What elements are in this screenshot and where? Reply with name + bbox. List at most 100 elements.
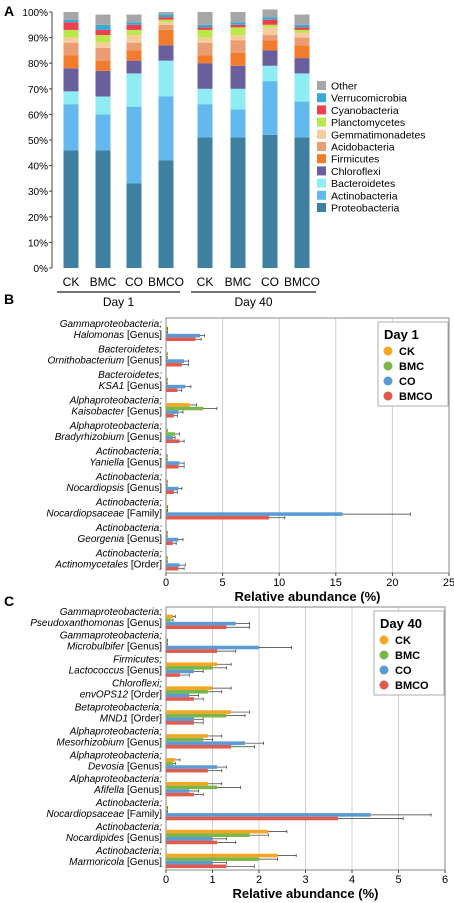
- category-label-line1: Actinobacteria;: [95, 446, 162, 457]
- category-label-line1: Actinobacteria;: [95, 472, 162, 483]
- panel-label-c: C: [4, 593, 14, 609]
- category-rank: [Family]: [124, 809, 162, 820]
- x-tick-label: 3: [302, 874, 308, 886]
- stacked-bar-segment: [294, 32, 310, 38]
- category-rank: [Order]: [128, 559, 162, 570]
- legend-swatch: [317, 105, 326, 115]
- category-label-line2: Devosia [Genus]: [88, 761, 162, 772]
- bar-bmc: [166, 381, 167, 385]
- legend-title: Day 1: [384, 327, 419, 342]
- stacked-bar-segment: [63, 19, 79, 23]
- category-rank: [Genus]: [124, 355, 162, 366]
- category-label-line2: MND1 [Order]: [100, 713, 162, 724]
- bar-ck: [166, 638, 167, 643]
- stacked-bar-segment: [197, 88, 213, 105]
- x-tick-label: CO: [261, 275, 279, 289]
- category-label-line1: Actinobacteria;: [95, 548, 162, 559]
- bar-co: [166, 645, 259, 650]
- bar-co: [166, 741, 246, 745]
- category-label-line1: Alphaproteobacteria;: [69, 421, 163, 432]
- category-label-line2: Halomonas [Genus]: [74, 330, 163, 341]
- category-label-line1: Gammaproteobacteria;: [60, 607, 162, 618]
- stacked-bar-segment: [262, 81, 278, 135]
- x-tick-label: 0: [163, 874, 169, 886]
- bar-ck: [166, 454, 167, 458]
- category-label-line2: Bradyrhizobium [Genus]: [55, 432, 163, 443]
- stacked-bar-segment: [158, 24, 174, 30]
- category-taxon: Halomonas: [74, 330, 125, 341]
- stacked-bar-segment: [63, 104, 79, 151]
- category-label-line1: Actinobacteria;: [95, 798, 162, 809]
- bar-co: [166, 693, 190, 698]
- bar-ck: [166, 479, 167, 484]
- stacked-bar-segment: [158, 12, 174, 15]
- legend-swatch: [317, 117, 326, 127]
- plot-frame: [165, 317, 450, 574]
- legend-label: CO: [399, 376, 416, 388]
- bar-bmc: [166, 534, 167, 538]
- y-tick-label: 30%: [28, 187, 48, 198]
- category-rank: [Genus]: [124, 534, 162, 545]
- bar-ck: [166, 805, 167, 810]
- bar-bmco: [166, 566, 179, 571]
- bar-bmc: [166, 508, 168, 513]
- legend-marker: [379, 680, 389, 690]
- bar-bmco: [166, 439, 180, 444]
- category-label-line1: Alphaproteobacteria;: [69, 395, 163, 406]
- stacked-bar-segment: [262, 24, 278, 28]
- stacked-bar-segment: [63, 55, 79, 69]
- category-taxon: Nocardiopsaceae: [46, 508, 124, 519]
- stacked-bar-segment: [63, 150, 79, 268]
- stacked-bar-segment: [262, 65, 278, 82]
- bar-ck: [166, 352, 167, 356]
- stacked-bar-segment: [158, 19, 174, 23]
- stacked-bar-segment: [95, 150, 111, 268]
- stacked-bar-segment: [63, 91, 79, 105]
- bar-bmco: [166, 721, 194, 725]
- bar-ck: [166, 377, 167, 382]
- category-taxon: Yaniella: [89, 457, 124, 468]
- y-tick-label: 90%: [28, 34, 48, 45]
- category-rank: [Genus]: [124, 432, 162, 443]
- stacked-bar-segment: [126, 60, 142, 74]
- stacked-bar-segment: [230, 109, 246, 138]
- stacked-bar-segment: [294, 73, 310, 102]
- legend-marker: [383, 361, 393, 371]
- category-label-line1: Actinobacteria;: [95, 523, 162, 534]
- stacked-bar-segment: [197, 55, 213, 64]
- category-label-line2: Ornithobacterium [Genus]: [47, 355, 162, 366]
- category-label-line1: Betaproteobacteria;: [75, 702, 163, 713]
- legend-swatch: [317, 190, 326, 200]
- bar-bmco: [166, 840, 218, 845]
- category-label-line2: Nocardiopsaceae [Family]: [46, 508, 162, 519]
- legend-label: Cyanobacteria: [331, 105, 399, 117]
- bar-bmco: [166, 515, 270, 520]
- category-taxon: KSA1: [99, 381, 125, 392]
- bar-ck: [166, 403, 190, 407]
- legend-title: Day 40: [380, 616, 422, 631]
- bar-co: [166, 837, 213, 841]
- stacked-bar-segment: [126, 35, 142, 43]
- category-taxon: Afifella: [93, 785, 124, 796]
- category-rank: [Genus]: [124, 406, 162, 417]
- category-taxon: Nocardiopsaceae: [46, 809, 124, 820]
- category-label-line1: Gammaproteobacteria;: [60, 631, 162, 642]
- category-label-line1: Bacteroidetes;: [98, 370, 162, 381]
- category-label-line2: Marmoricola [Genus]: [69, 857, 162, 868]
- bar-co: [166, 813, 371, 817]
- legend-label: Firmicutes: [331, 154, 379, 166]
- legend-label: Proteobacteria: [331, 203, 399, 215]
- legend-swatch: [317, 203, 326, 212]
- x-tick-label: 15: [330, 577, 342, 589]
- category-rank: [Family]: [124, 508, 162, 519]
- x-tick-label: CK: [197, 275, 214, 289]
- stacked-bar-segment: [197, 42, 213, 56]
- bar-ck: [166, 710, 232, 714]
- legend-marker: [379, 665, 389, 675]
- bar-ck: [166, 853, 278, 858]
- bar-bmc: [166, 666, 213, 670]
- group-label: Day 1: [103, 295, 135, 309]
- category-label-line2: Nocardiopsis [Genus]: [66, 483, 162, 494]
- stacked-bar-segment: [126, 42, 142, 51]
- category-label-line1: Actinobacteria;: [95, 822, 162, 833]
